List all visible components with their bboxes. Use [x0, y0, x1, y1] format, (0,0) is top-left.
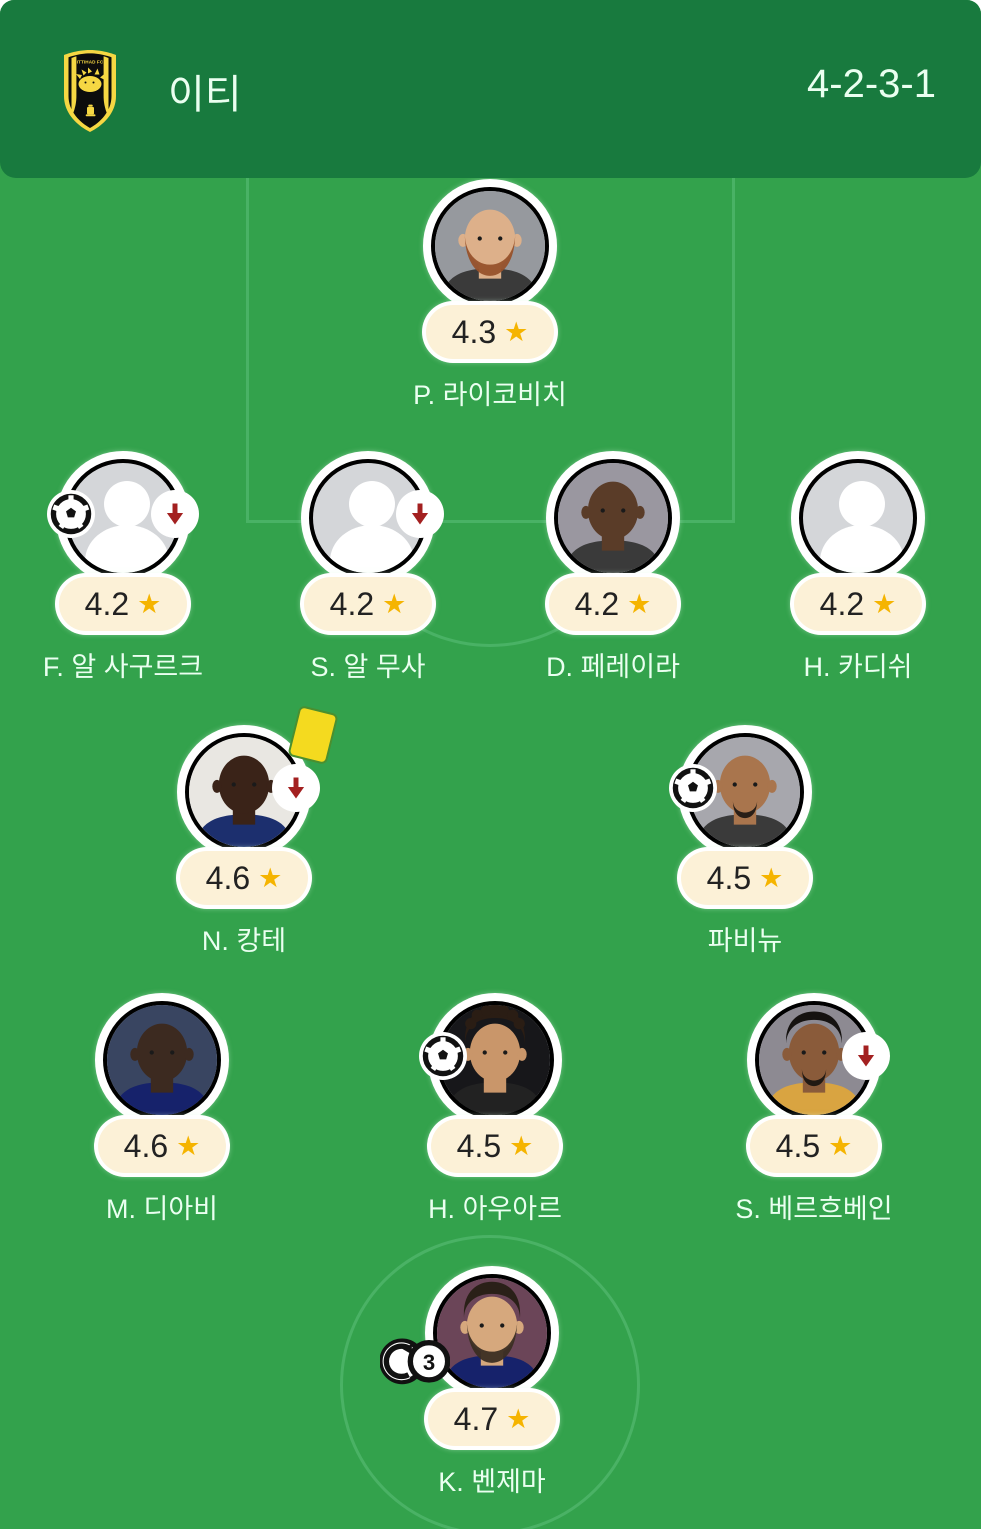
svg-text:ITTIHAD FC: ITTIHAD FC [77, 60, 104, 65]
svg-text:3: 3 [423, 1350, 435, 1375]
